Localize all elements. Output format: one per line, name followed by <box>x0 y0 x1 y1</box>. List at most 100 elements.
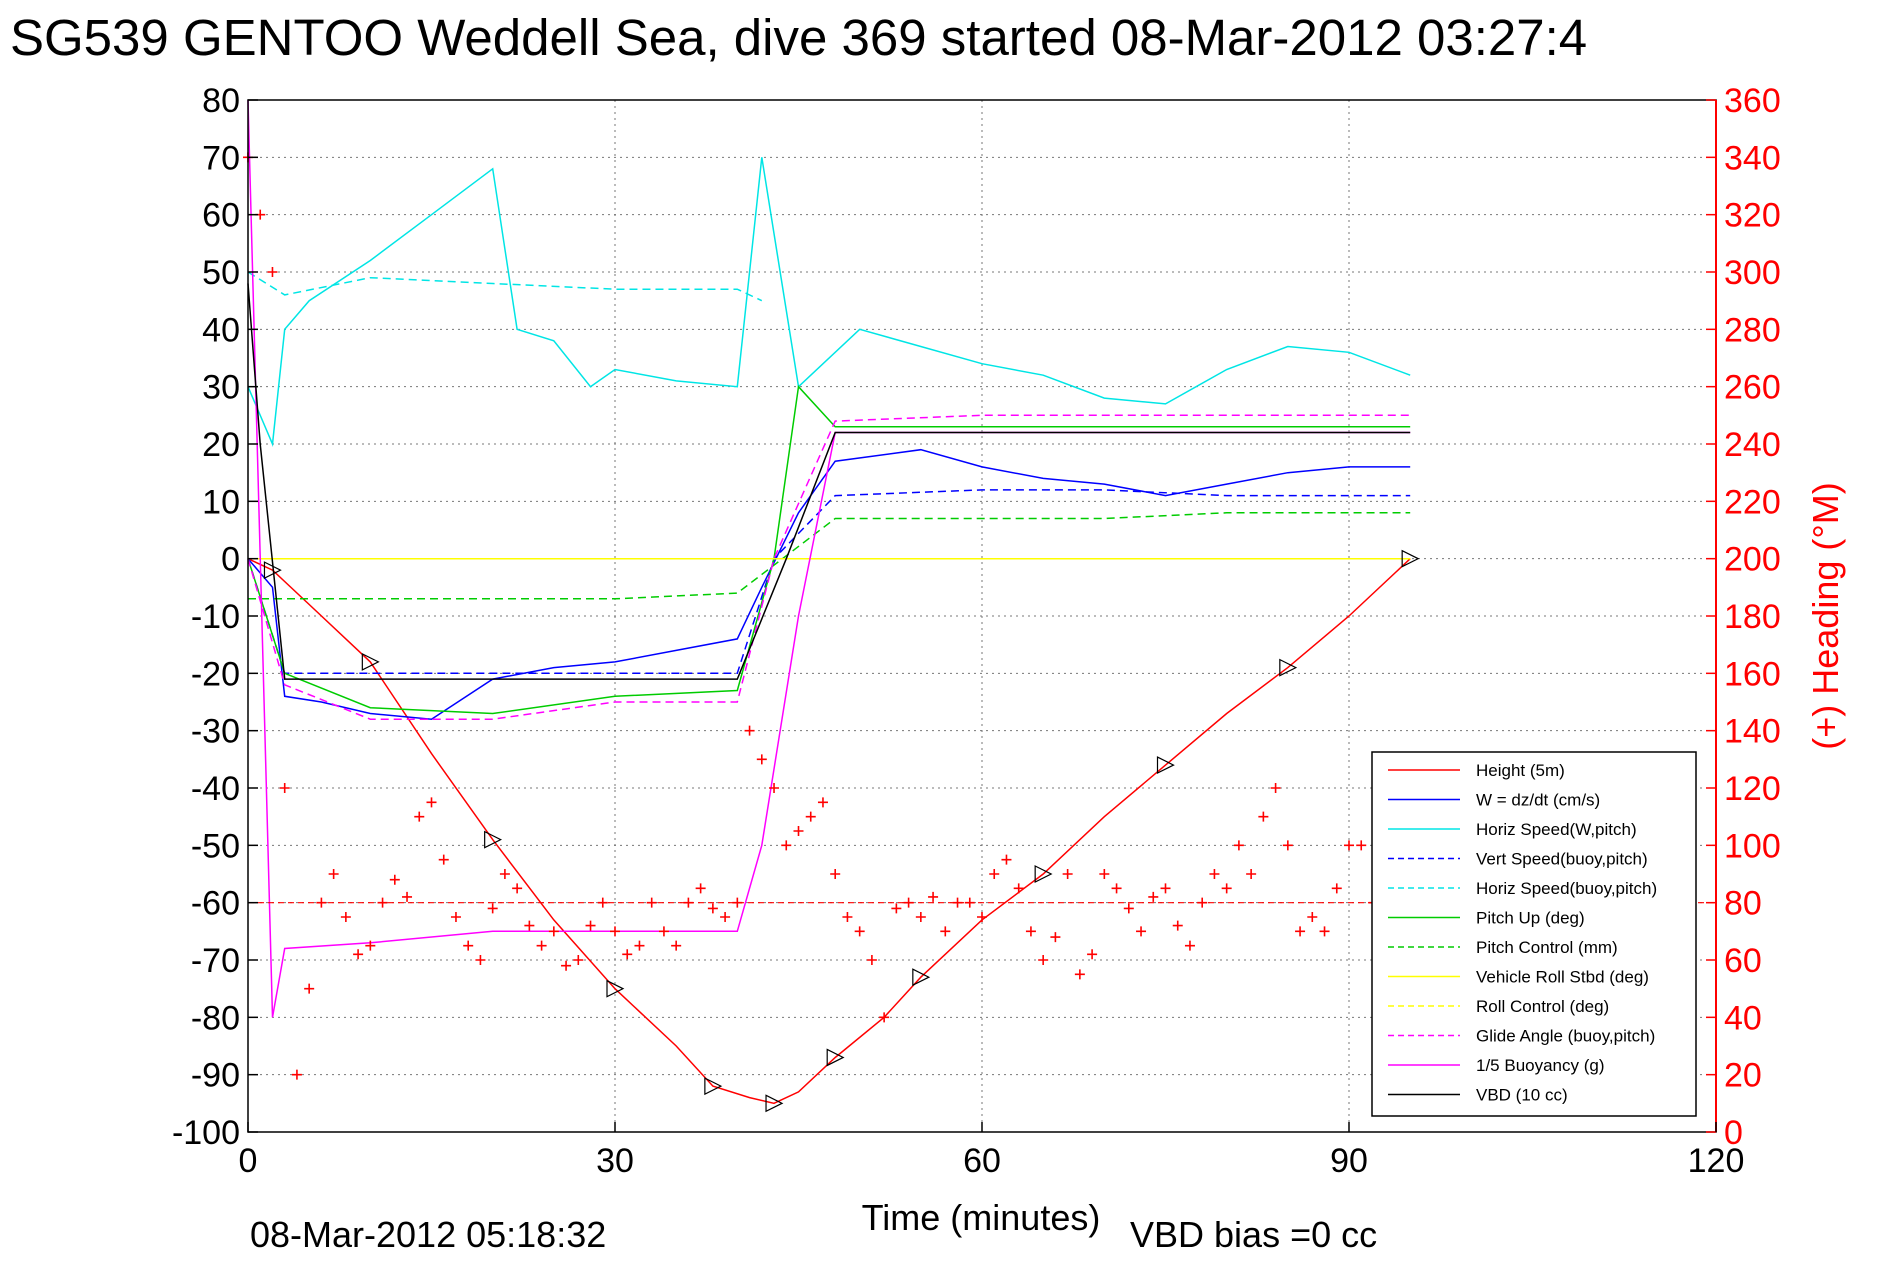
heading-point-75 <box>1160 883 1171 894</box>
heading-point-49 <box>842 912 853 922</box>
left-tick-label-8: -20 <box>191 655 240 693</box>
heading-point-34 <box>658 926 669 937</box>
chart-title: SG539 GENTOO Weddell Sea, dive 369 start… <box>10 9 1587 66</box>
right-tick-label-2: 40 <box>1724 999 1762 1037</box>
heading-point-69 <box>1087 949 1098 960</box>
heading-point-9 <box>353 949 364 960</box>
series-line-0 <box>247 558 1411 1105</box>
series-layer <box>247 99 1420 1113</box>
heading-point-89 <box>1331 883 1342 894</box>
left-tick-label-11: 10 <box>202 483 240 521</box>
heading-point-59 <box>964 897 975 908</box>
left-tick-label-12: 20 <box>202 426 240 464</box>
legend-label-2: Horiz Speed(W,pitch) <box>1476 820 1637 839</box>
heading-point-27 <box>573 955 584 965</box>
right-tick-label-0: 0 <box>1724 1114 1743 1152</box>
heading-point-77 <box>1184 940 1195 951</box>
heading-point-68 <box>1074 969 1085 980</box>
height-marker-9 <box>704 1077 723 1096</box>
heading-point-60 <box>977 912 987 922</box>
left-tick-label-13: 30 <box>202 369 240 407</box>
left-tick-label-7: -30 <box>191 713 240 751</box>
heading-point-20 <box>487 903 498 914</box>
right-tick-label-12: 240 <box>1724 426 1781 464</box>
heading-point-40 <box>732 897 743 908</box>
heading-point-42 <box>756 754 767 765</box>
heading-point-52 <box>879 1012 890 1023</box>
heading-point-39 <box>720 912 731 922</box>
heading-point-71 <box>1111 883 1122 894</box>
right-tick-label-4: 80 <box>1724 885 1762 923</box>
heading-point-26 <box>561 960 572 971</box>
heading-point-21 <box>499 869 510 879</box>
heading-point-17 <box>450 912 461 922</box>
heading-point-44 <box>781 840 792 851</box>
heading-point-47 <box>817 797 828 808</box>
right-axis: 0 20 40 60 80 100 120 140 160 180 200 220 240 260 280 3… <box>1706 82 1781 1152</box>
legend-label-10: 1/5 Buoyancy (g) <box>1476 1056 1605 1075</box>
heading-point-79 <box>1209 869 1220 879</box>
heading-point-12 <box>389 874 400 885</box>
heading-point-4 <box>291 1069 302 1080</box>
right-tick-label-9: 180 <box>1724 598 1781 636</box>
heading-point-53 <box>891 903 902 914</box>
left-tick-label-9: -10 <box>191 598 240 636</box>
bottom-tick-label-4: 120 <box>1688 1142 1745 1180</box>
bottom-tick-label-3: 90 <box>1330 1142 1368 1180</box>
x-axis-label: Time (minutes) <box>862 1197 1101 1238</box>
heading-point-48 <box>830 869 841 879</box>
left-tick-label-5: -50 <box>191 827 240 865</box>
series-line-3 <box>247 489 1411 675</box>
heading-point-41 <box>744 725 755 736</box>
heading-point-46 <box>805 811 816 822</box>
legend-box <box>1371 751 1697 1117</box>
left-tick-label-6: -40 <box>191 770 240 808</box>
heading-point-11 <box>377 897 388 908</box>
right-tick-label-13: 260 <box>1724 369 1781 407</box>
heading-point-84 <box>1270 783 1281 793</box>
right-tick-label-16: 320 <box>1724 197 1781 235</box>
heading-point-14 <box>414 811 425 822</box>
heading-point-33 <box>646 897 657 908</box>
heading-point-19 <box>475 955 486 965</box>
heading-point-65 <box>1038 955 1049 965</box>
legend-label-4: Horiz Speed(buoy,pitch) <box>1476 879 1657 898</box>
legend-label-11: VBD (10 cc) <box>1476 1086 1568 1105</box>
right-tick-label-17: 340 <box>1724 139 1781 177</box>
heading-point-15 <box>426 797 437 808</box>
height-marker-13 <box>826 1048 845 1067</box>
height-marker-21 <box>1279 658 1298 677</box>
heading-point-35 <box>671 940 682 951</box>
legend-label-9: Glide Angle (buoy,pitch) <box>1476 1027 1655 1046</box>
height-marker-5 <box>484 830 503 849</box>
heading-point-72 <box>1123 903 1134 914</box>
left-tick-label-0: -100 <box>172 1114 240 1152</box>
legend-label-1: W = dz/dt (cm/s) <box>1476 791 1600 810</box>
left-tick-label-3: -70 <box>191 942 240 980</box>
heading-point-91 <box>1356 840 1367 851</box>
heading-point-61 <box>989 869 1000 879</box>
heading-point-80 <box>1221 883 1232 894</box>
right-tick-label-7: 140 <box>1724 713 1781 751</box>
heading-point-56 <box>928 891 939 902</box>
heading-point-54 <box>903 897 914 908</box>
left-axis: -100-90-80-70-60-50-40-30-20-10010203040… <box>172 82 258 1152</box>
height-marker-15 <box>912 968 931 987</box>
left-tick-label-1: -90 <box>191 1057 240 1095</box>
height-marker-3 <box>361 652 380 671</box>
height-marker-19 <box>1156 756 1175 775</box>
series-line-6 <box>248 512 1411 600</box>
right-tick-label-8: 160 <box>1724 655 1781 693</box>
heading-point-76 <box>1172 920 1183 931</box>
series-line-1 <box>247 448 1411 720</box>
height-marker-17 <box>1034 865 1053 883</box>
right-tick-label-6: 120 <box>1724 770 1781 808</box>
series-line-5 <box>247 385 1411 715</box>
footer-vbd-bias: VBD bias =0 cc <box>1130 1214 1377 1255</box>
left-tick-label-17: 70 <box>202 139 240 177</box>
heading-point-55 <box>915 912 926 922</box>
heading-point-8 <box>340 912 351 922</box>
series-line-4 <box>247 271 763 302</box>
heading-point-43 <box>769 783 780 793</box>
heading-point-66 <box>1050 932 1061 943</box>
